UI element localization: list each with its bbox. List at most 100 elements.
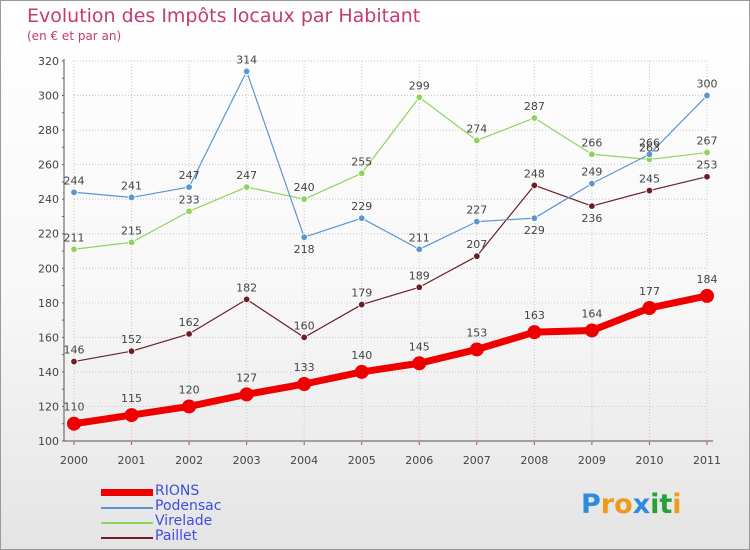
x-tick-label: 2005 [348, 454, 376, 467]
point-podensac [588, 180, 596, 188]
data-label-podensac: 266 [639, 136, 660, 149]
data-label-virelade: 240 [294, 181, 315, 194]
y-tick-label: 240 [38, 193, 59, 206]
point-paillet [588, 202, 596, 210]
legend-swatch [101, 537, 153, 539]
legend-label: Podensac [155, 498, 222, 514]
data-label-paillet: 162 [179, 316, 200, 329]
point-rions [182, 399, 197, 414]
data-label-podensac: 227 [466, 204, 487, 217]
data-label-paillet: 245 [639, 173, 660, 186]
legend-label: RIONS [155, 483, 200, 499]
data-label-podensac: 244 [64, 174, 85, 187]
point-podensac [358, 214, 366, 222]
data-label-virelade: 287 [524, 100, 545, 113]
y-tick-label: 100 [38, 435, 59, 448]
data-label-virelade: 211 [64, 231, 85, 244]
data-label-podensac: 300 [697, 78, 718, 91]
y-tick-label: 300 [38, 90, 59, 103]
data-label-rions: 127 [236, 371, 257, 384]
data-label-virelade: 255 [351, 155, 372, 168]
chart-title: Evolution des Impôts locaux par Habitant [27, 5, 421, 27]
point-virelade [588, 150, 596, 158]
y-tick-label: 320 [38, 55, 59, 68]
legend-label: Paillet [155, 528, 198, 544]
x-tick-label: 2006 [405, 454, 433, 467]
data-label-rions: 184 [697, 273, 718, 286]
point-paillet [358, 301, 366, 309]
point-rions [67, 416, 81, 431]
point-virelade [70, 245, 78, 253]
legend-swatch [101, 489, 153, 496]
point-rions [469, 342, 484, 357]
series-line-virelade [73, 96, 708, 250]
data-label-paillet: 189 [409, 269, 430, 282]
plot-area [74, 61, 707, 441]
legend-swatch [101, 522, 153, 524]
point-paillet [300, 333, 308, 341]
x-tick-label: 2011 [693, 454, 721, 467]
point-podensac [415, 245, 423, 253]
point-paillet [185, 330, 193, 338]
data-label-rions: 115 [121, 392, 142, 405]
point-rions [642, 301, 657, 315]
series-line-paillet [73, 176, 708, 363]
data-label-virelade: 247 [236, 169, 257, 182]
point-paillet [473, 252, 481, 260]
y-tick-label: 180 [38, 297, 59, 310]
x-tick-label: 2002 [175, 454, 203, 467]
data-label-paillet: 146 [64, 344, 85, 357]
data-label-podensac: 249 [581, 166, 602, 179]
point-rions [412, 356, 427, 371]
y-tick-label: 140 [38, 366, 59, 379]
point-virelade [128, 238, 136, 246]
brand-letter: i [650, 489, 660, 520]
data-label-paillet: 152 [121, 333, 142, 346]
data-label-paillet: 160 [294, 319, 315, 332]
x-tick-label: 2010 [635, 454, 663, 467]
data-label-rions: 177 [639, 285, 660, 298]
data-label-paillet: 253 [697, 159, 718, 172]
point-rions [700, 288, 714, 303]
point-podensac [243, 67, 251, 75]
data-label-rions: 164 [581, 307, 602, 320]
data-label-virelade: 299 [409, 79, 430, 92]
data-label-virelade: 233 [179, 193, 200, 206]
point-paillet [243, 295, 251, 303]
point-rions [239, 387, 254, 402]
point-podensac [645, 150, 653, 158]
chart-subtitle: (en € et par an) [27, 29, 122, 43]
data-label-rions: 120 [179, 383, 200, 396]
point-podensac [703, 92, 711, 100]
y-tick-label: 200 [38, 262, 59, 275]
brand-letter: r [600, 489, 615, 520]
data-label-rions: 133 [294, 361, 315, 374]
data-label-virelade: 215 [121, 224, 142, 237]
point-podensac [530, 214, 538, 222]
point-virelade [300, 195, 308, 203]
point-rions [527, 325, 542, 340]
data-label-podensac: 247 [179, 169, 200, 182]
data-label-rions: 140 [351, 349, 372, 362]
data-label-paillet: 207 [466, 238, 487, 251]
data-label-paillet: 179 [351, 287, 372, 300]
legend-swatch [101, 507, 153, 509]
point-rions [354, 364, 369, 379]
point-rions [124, 408, 139, 423]
point-virelade [185, 207, 193, 215]
point-virelade [358, 169, 366, 177]
point-podensac [473, 218, 481, 226]
y-tick-label: 280 [38, 124, 59, 137]
point-virelade [530, 114, 538, 122]
x-tick-label: 2003 [233, 454, 261, 467]
data-label-podensac: 229 [524, 224, 545, 237]
proxiti-logo: Proxiti [581, 489, 682, 520]
x-tick-label: 2004 [290, 454, 318, 467]
series-line-podensac [73, 70, 708, 250]
data-label-rions: 163 [524, 309, 545, 322]
x-tick-label: 2007 [463, 454, 491, 467]
data-label-podensac: 218 [294, 243, 315, 256]
point-virelade [243, 183, 251, 191]
